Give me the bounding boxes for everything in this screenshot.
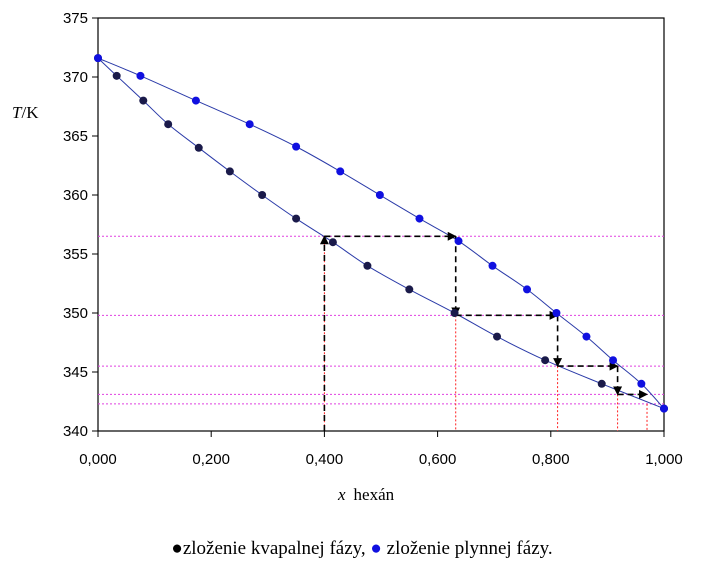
data-point <box>94 54 102 63</box>
y-tick-label: 345 <box>63 364 88 381</box>
y-tick-label: 370 <box>63 69 88 86</box>
data-point <box>292 214 301 223</box>
y-axis-label: T/K <box>12 103 39 122</box>
data-point <box>363 261 372 270</box>
data-point <box>523 285 532 294</box>
data-point <box>454 237 463 246</box>
x-axis-label-symbol: x <box>337 485 346 504</box>
data-point <box>450 309 459 317</box>
y-tick-label: 355 <box>63 246 88 263</box>
x-tick-label: 0,400 <box>306 451 344 468</box>
data-point <box>582 332 591 341</box>
data-point <box>660 404 668 413</box>
y-axis-label-unit: /K <box>21 103 39 122</box>
x-tick-label: 0,200 <box>192 451 230 468</box>
axis-ticks: 0,000 0,200 0,400 0,600 0,800 1,000 340 345 350 3… <box>63 10 683 468</box>
y-tick-label: 365 <box>63 128 88 145</box>
x-tick-label: 1,000 <box>645 451 683 468</box>
y-tick-label: 360 <box>63 187 88 204</box>
data-point <box>258 191 267 199</box>
data-point <box>552 309 561 317</box>
data-point <box>637 379 646 388</box>
x-tick-label: 0,600 <box>419 451 457 468</box>
data-point <box>336 167 345 176</box>
y-axis-label-symbol: T <box>12 103 23 122</box>
data-point <box>164 120 173 129</box>
data-point <box>328 238 337 247</box>
plot-area <box>97 17 665 432</box>
data-point <box>225 167 234 176</box>
data-point <box>375 191 384 199</box>
data-points <box>94 54 668 413</box>
data-point <box>112 71 121 80</box>
legend: ●zloženie kvapalnej fázy, ● zloženie ply… <box>0 538 724 560</box>
equilibrium-staircase <box>319 231 649 431</box>
series-curve <box>97 57 665 410</box>
data-point <box>292 142 301 151</box>
legend-liquid-label: zloženie kvapalnej fázy, <box>182 538 366 559</box>
y-tick-label: 375 <box>63 10 88 27</box>
x-axis-label: x hexán <box>337 485 395 504</box>
data-point <box>415 214 424 223</box>
data-point <box>493 332 502 341</box>
x-tick-label: 0,800 <box>532 451 570 468</box>
y-tick-label: 340 <box>63 423 88 440</box>
data-point <box>194 143 203 152</box>
legend-vapour-marker: ● <box>370 538 382 559</box>
y-tick-label: 350 <box>63 305 88 322</box>
data-point <box>488 261 497 270</box>
data-point <box>191 96 200 105</box>
series-curve <box>97 57 665 409</box>
data-point <box>609 356 618 365</box>
data-point <box>541 356 550 365</box>
x-tick-label: 0,000 <box>79 451 117 468</box>
data-point <box>405 285 414 294</box>
data-point <box>597 379 606 388</box>
data-point <box>136 71 145 80</box>
data-point <box>139 96 148 105</box>
legend-vapour-label: zloženie plynnej fázy. <box>386 538 553 559</box>
data-point <box>245 120 254 129</box>
legend-liquid-marker: ● <box>171 538 183 559</box>
x-axis-label-name: hexán <box>354 485 395 504</box>
fit-curves <box>97 57 665 410</box>
